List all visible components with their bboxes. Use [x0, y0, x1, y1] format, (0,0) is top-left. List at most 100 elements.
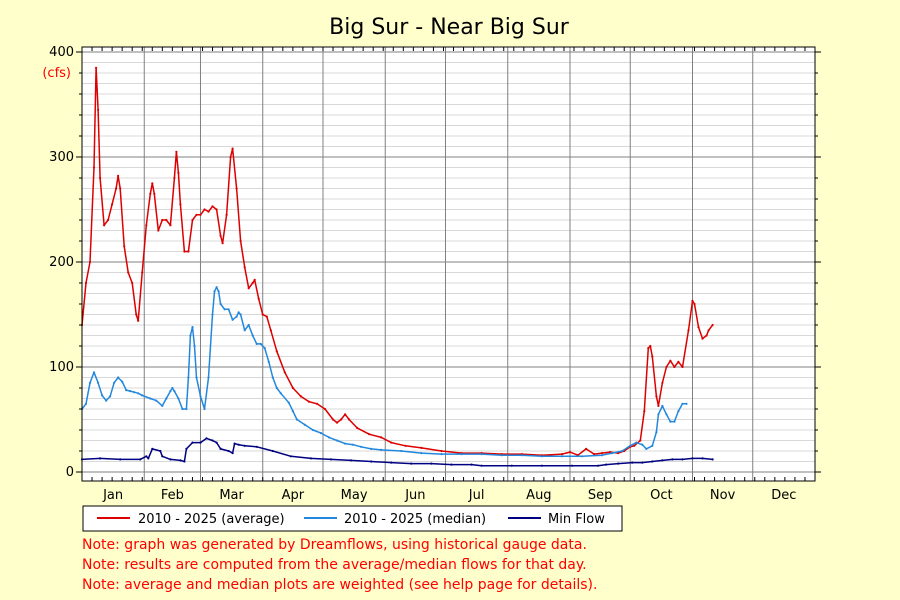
data-point: [177, 397, 180, 400]
data-point: [141, 271, 144, 274]
axes: 0 100 200 300 400 Jan Feb Mar Apr May Jun Jul Aug Sep…: [49, 45, 821, 503]
data-point: [173, 176, 176, 180]
data-point: [647, 347, 650, 350]
data-point: [119, 458, 122, 461]
data-point: [480, 464, 483, 467]
data-point: [199, 395, 202, 398]
data-point: [560, 455, 564, 458]
data-point: [340, 418, 343, 421]
y-tick-label: 400: [49, 45, 74, 60]
data-point: [125, 389, 128, 392]
data-point: [177, 171, 180, 174]
data-point: [237, 311, 240, 314]
legend-label-min-flow: Min Flow: [548, 512, 605, 527]
data-point: [213, 290, 216, 293]
data-point: [420, 446, 423, 449]
x-tick-label: Jan: [102, 488, 123, 503]
data-point: [149, 192, 152, 195]
data-point: [195, 213, 198, 216]
x-tick-label: Aug: [526, 488, 551, 503]
data-point: [243, 444, 246, 447]
data-point: [151, 447, 154, 450]
data-point: [145, 455, 148, 458]
data-point: [159, 449, 162, 453]
data-point: [560, 453, 564, 456]
data-point: [191, 218, 194, 222]
data-point: [601, 454, 604, 457]
data-point: [199, 213, 202, 216]
data-point: [227, 449, 230, 453]
data-point: [161, 218, 164, 222]
data-point: [655, 431, 658, 434]
data-point: [520, 454, 523, 457]
data-point: [440, 453, 443, 456]
data-point: [309, 457, 312, 460]
x-tick-label: Sep: [588, 488, 613, 503]
data-point: [243, 266, 246, 269]
data-point: [410, 462, 413, 465]
data-point: [107, 218, 110, 222]
data-point: [344, 442, 347, 445]
data-point: [135, 313, 138, 316]
data-point: [335, 421, 339, 424]
data-point: [97, 381, 100, 384]
data-point: [195, 376, 198, 379]
data-point: [470, 463, 473, 466]
data-point: [187, 376, 190, 379]
data-point: [283, 371, 286, 374]
data-point: [639, 439, 642, 442]
data-point: [109, 395, 112, 398]
data-point: [137, 392, 140, 395]
data-point: [263, 347, 266, 350]
data-point: [247, 287, 250, 290]
plot-area: [82, 47, 815, 481]
data-point: [356, 426, 359, 429]
data-point: [265, 315, 268, 318]
data-point: [155, 399, 158, 402]
data-point: [651, 460, 654, 463]
data-point: [665, 413, 668, 416]
data-point: [191, 441, 194, 444]
data-point: [430, 462, 433, 465]
data-point: [211, 313, 214, 316]
data-point: [215, 441, 218, 444]
data-point: [139, 458, 142, 461]
data-point: [681, 365, 684, 369]
data-point: [127, 271, 130, 274]
data-point: [597, 464, 600, 467]
data-point: [677, 360, 680, 363]
data-point: [368, 433, 371, 436]
note-2: Note: results are computed from the aver…: [82, 557, 587, 573]
data-point: [235, 315, 238, 318]
data-point: [370, 447, 373, 450]
data-point: [99, 457, 102, 460]
data-point: [635, 441, 638, 444]
data-point: [580, 455, 584, 458]
data-point: [323, 407, 327, 411]
data-point: [631, 461, 634, 464]
data-point: [693, 302, 696, 306]
series-line-min-flow: [81, 437, 713, 467]
data-point: [133, 391, 136, 394]
data-point: [287, 401, 290, 404]
data-point: [141, 394, 144, 397]
data-point: [227, 308, 230, 311]
data-point: [661, 381, 664, 384]
data-point: [570, 464, 574, 467]
data-point: [568, 451, 572, 454]
data-point: [119, 187, 122, 190]
data-point: [231, 147, 234, 150]
data-point: [88, 260, 92, 264]
data-point: [440, 449, 443, 453]
data-point: [605, 463, 608, 466]
data-point: [229, 155, 232, 159]
data-point: [199, 441, 202, 444]
data-point: [181, 407, 184, 411]
data-point: [255, 342, 258, 345]
data-point: [173, 390, 176, 393]
data-point: [601, 452, 604, 455]
data-point: [88, 381, 92, 384]
data-point: [707, 329, 710, 332]
data-point: [649, 344, 652, 348]
data-point: [225, 213, 228, 216]
